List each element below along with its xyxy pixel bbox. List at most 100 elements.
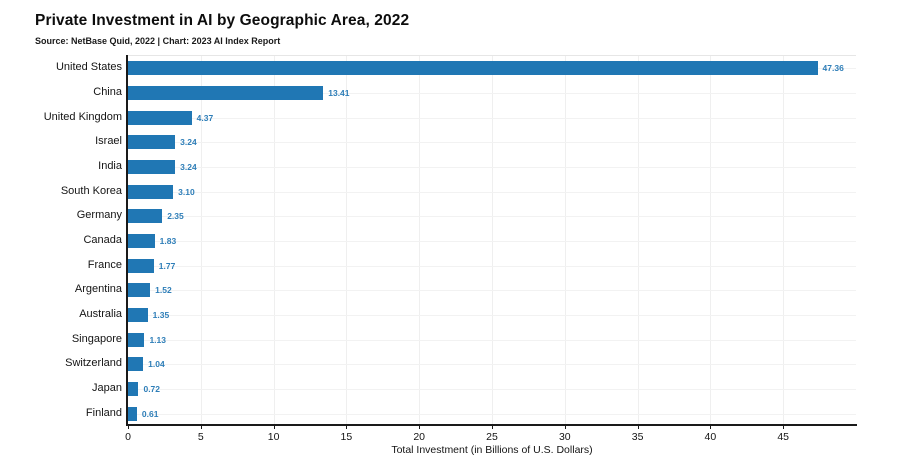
horizontal-gridline — [128, 315, 856, 316]
x-tick-mark — [710, 426, 712, 429]
bar-japan — [128, 381, 139, 396]
horizontal-gridline — [128, 241, 856, 242]
x-tick-mark — [273, 426, 275, 429]
bar-value-label: 47.36 — [822, 63, 844, 74]
bar-israel — [128, 135, 176, 150]
horizontal-gridline — [128, 191, 856, 193]
x-tick-label: 35 — [631, 431, 644, 443]
vertical-gridline — [783, 56, 785, 425]
x-tick-mark — [564, 426, 566, 429]
bar-value-label: 1.52 — [155, 285, 172, 296]
bar-united-kingdom — [128, 110, 192, 125]
category-label-australia: Australia — [79, 308, 122, 320]
bar-value-label: 0.72 — [143, 383, 161, 394]
bar-row: 1.77 — [128, 253, 856, 278]
bar-row: 1.52 — [128, 278, 856, 303]
bar-switzerland — [128, 357, 144, 372]
bar-value-label: 0.61 — [141, 408, 159, 419]
x-axis-line — [126, 424, 857, 426]
bar-south-korea — [128, 184, 174, 199]
horizontal-gridline — [128, 364, 856, 366]
horizontal-gridline — [128, 117, 856, 119]
bar-united-states — [128, 61, 818, 76]
bar-value-label: 3.24 — [180, 137, 197, 148]
bar-row: 0.61 — [128, 401, 856, 426]
bar-singapore — [128, 332, 145, 347]
bar-germany — [128, 209, 163, 224]
bar-china — [128, 85, 324, 100]
bar-argentina — [128, 283, 151, 298]
horizontal-gridline — [128, 216, 856, 218]
bar-value-label: 4.37 — [196, 112, 214, 123]
vertical-gridline — [637, 56, 639, 425]
horizontal-gridline — [128, 265, 856, 267]
bar-row: 13.41 — [128, 81, 856, 106]
category-label-singapore: Singapore — [71, 332, 122, 345]
category-label-united-kingdom: United Kingdom — [43, 110, 122, 123]
horizontal-gridline — [128, 93, 856, 94]
plot-area: 47.36 13.41 4.37 3.24 3.24 3.10 2.35 1.83 1.77 1.… — [128, 55, 856, 425]
x-tick-mark — [200, 426, 202, 429]
bar-finland — [128, 406, 137, 421]
bar-canada — [128, 233, 155, 248]
bar-value-label: 1.83 — [159, 235, 177, 246]
horizontal-gridline — [128, 142, 856, 144]
bar-row: 3.10 — [128, 179, 856, 204]
bar-value-label: 3.10 — [178, 186, 195, 197]
horizontal-gridline — [128, 389, 856, 390]
category-label-switzerland: Switzerland — [65, 357, 122, 370]
x-tick-label: 40 — [704, 431, 717, 443]
x-tick-mark — [492, 426, 493, 429]
category-label-united-states: United States — [55, 61, 122, 74]
bar-value-label: 13.41 — [328, 87, 350, 98]
x-tick-mark — [783, 426, 785, 429]
chart-title: Private Investment in AI by Geographic A… — [35, 12, 410, 29]
x-tick-label: 25 — [486, 431, 498, 443]
category-label-japan: Japan — [92, 382, 122, 394]
category-label-germany: Germany — [76, 209, 122, 222]
x-tick-mark — [419, 426, 421, 429]
vertical-gridline — [273, 56, 275, 425]
bar-row: 1.35 — [128, 303, 856, 328]
bar-value-label: 1.04 — [148, 359, 165, 370]
y-axis-line — [126, 55, 128, 426]
x-tick-label: 20 — [413, 431, 426, 443]
category-label-israel: Israel — [95, 135, 122, 148]
bar-australia — [128, 307, 148, 322]
vertical-gridline — [419, 56, 421, 425]
category-label-south-korea: South Korea — [60, 184, 122, 197]
category-label-china: China — [93, 86, 122, 98]
bar-row: 3.24 — [128, 155, 856, 180]
horizontal-gridline — [128, 167, 856, 168]
category-label-argentina: Argentina — [74, 283, 122, 296]
bar-value-label: 2.35 — [167, 211, 184, 222]
horizontal-gridline — [128, 413, 856, 415]
x-axis-title: Total Investment (in Billions of U.S. Do… — [391, 444, 593, 456]
category-label-canada: Canada — [83, 234, 122, 246]
vertical-gridline — [710, 56, 712, 425]
x-tick-label: 10 — [267, 431, 280, 443]
chart-subtitle: Source: NetBase Quid, 2022 | Chart: 2023… — [35, 36, 281, 46]
bar-france — [128, 258, 154, 273]
x-tick-mark — [637, 426, 639, 429]
bar-row: 1.13 — [128, 327, 856, 352]
vertical-gridline — [200, 56, 202, 425]
bar-row: 1.04 — [128, 352, 856, 377]
vertical-gridline — [492, 56, 493, 425]
vertical-gridline — [346, 56, 348, 425]
vertical-gridline — [564, 56, 566, 425]
bar-row: 2.35 — [128, 204, 856, 229]
bar-value-label: 3.24 — [180, 161, 197, 172]
bar-row: 47.36 — [128, 56, 856, 81]
category-label-india: India — [98, 160, 122, 172]
horizontal-gridline — [128, 339, 856, 341]
bar-row: 3.24 — [128, 130, 856, 155]
bar-value-label: 1.35 — [152, 309, 170, 320]
bar-value-label: 1.77 — [158, 260, 176, 271]
x-tick-label: 45 — [777, 431, 790, 443]
x-tick-label: 30 — [558, 431, 571, 443]
category-label-france: France — [87, 258, 122, 271]
x-tick-mark — [346, 426, 348, 429]
x-tick-label: 5 — [197, 431, 204, 443]
